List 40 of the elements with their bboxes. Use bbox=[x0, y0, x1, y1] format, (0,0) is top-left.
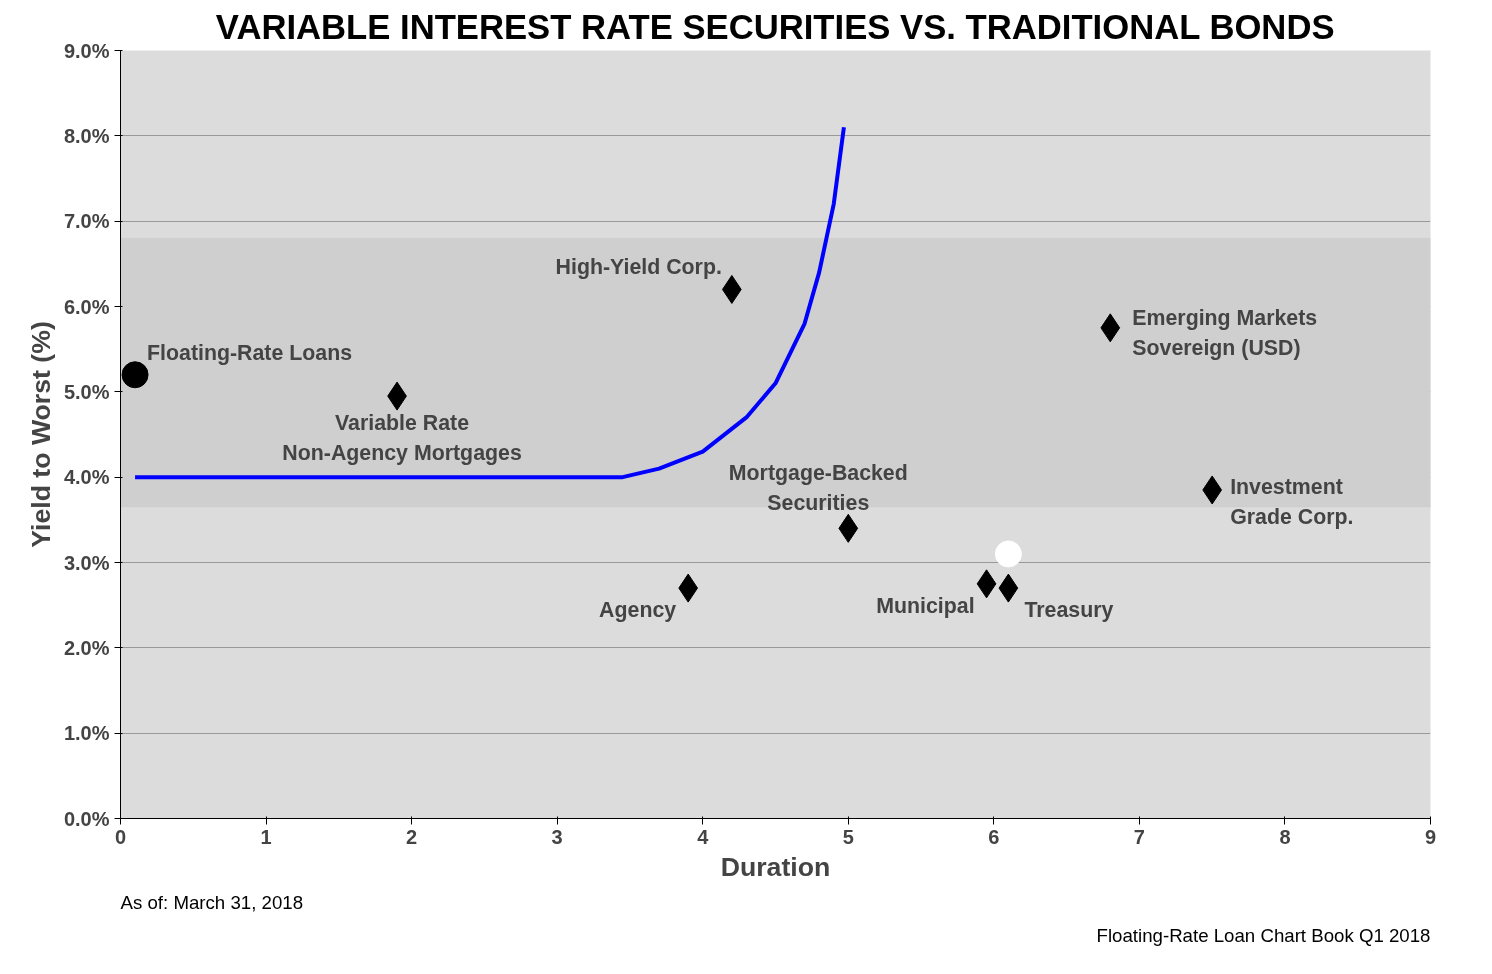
text: As of: March 31, 2018 bbox=[120, 891, 304, 913]
point bbox=[976, 569, 997, 599]
series-label: Agency bbox=[599, 598, 677, 623]
point bbox=[838, 513, 859, 543]
y-tick-label: 7.0% bbox=[63, 210, 110, 233]
y-tick-label: 5.0% bbox=[63, 380, 110, 403]
series-label: Municipal bbox=[876, 593, 975, 618]
x-tick-label: 4 bbox=[697, 825, 710, 848]
y-axis-title: Yield to Worst (%) bbox=[25, 321, 56, 548]
x-tick-label: 2 bbox=[406, 825, 418, 848]
series-label: Variable Rate Non-Agency Mortgages bbox=[282, 411, 522, 466]
x-tick-label: 6 bbox=[988, 825, 1000, 848]
point bbox=[994, 540, 1022, 568]
y-tick-label: 8.0% bbox=[63, 124, 110, 147]
point bbox=[998, 573, 1019, 603]
series-label: Emerging Markets Sovereign (USD) bbox=[1132, 305, 1318, 360]
series-label: Treasury bbox=[1024, 598, 1114, 623]
text: Floating-Rate Loan Chart Book Q1 2018 bbox=[1096, 924, 1431, 946]
x-tick-label: 9 bbox=[1424, 825, 1437, 848]
y-tick-label: 3.0% bbox=[63, 551, 110, 574]
series-label: Mortgage-Backed Securities bbox=[728, 461, 908, 516]
x-tick-label: 1 bbox=[260, 825, 272, 848]
x-tick-label: 3 bbox=[551, 825, 563, 848]
y-tick-label: 9.0% bbox=[63, 39, 110, 62]
x-axis-title: Duration bbox=[720, 851, 831, 882]
chart-title: VARIABLE INTEREST RATE SECURITIES VS. TRADITIONAL BONDS bbox=[215, 7, 1335, 46]
x-tick-label: 7 bbox=[1133, 825, 1145, 848]
x-tick-label: 0 bbox=[114, 825, 127, 848]
y-tick-label: 0.0% bbox=[63, 807, 110, 830]
y-tick-label: 2.0% bbox=[63, 636, 110, 659]
point bbox=[121, 361, 149, 389]
series-label: Floating-Rate Loans bbox=[147, 340, 353, 365]
point bbox=[1100, 313, 1121, 343]
series-label: Investment Grade Corp. bbox=[1230, 474, 1354, 529]
y-tick-label: 6.0% bbox=[63, 295, 110, 318]
x-tick-label: 8 bbox=[1279, 825, 1291, 848]
x-tick-label: 5 bbox=[842, 825, 854, 848]
series-label: High-Yield Corp. bbox=[555, 255, 722, 280]
y-tick-label: 4.0% bbox=[63, 466, 110, 489]
y-tick-label: 1.0% bbox=[63, 722, 110, 745]
